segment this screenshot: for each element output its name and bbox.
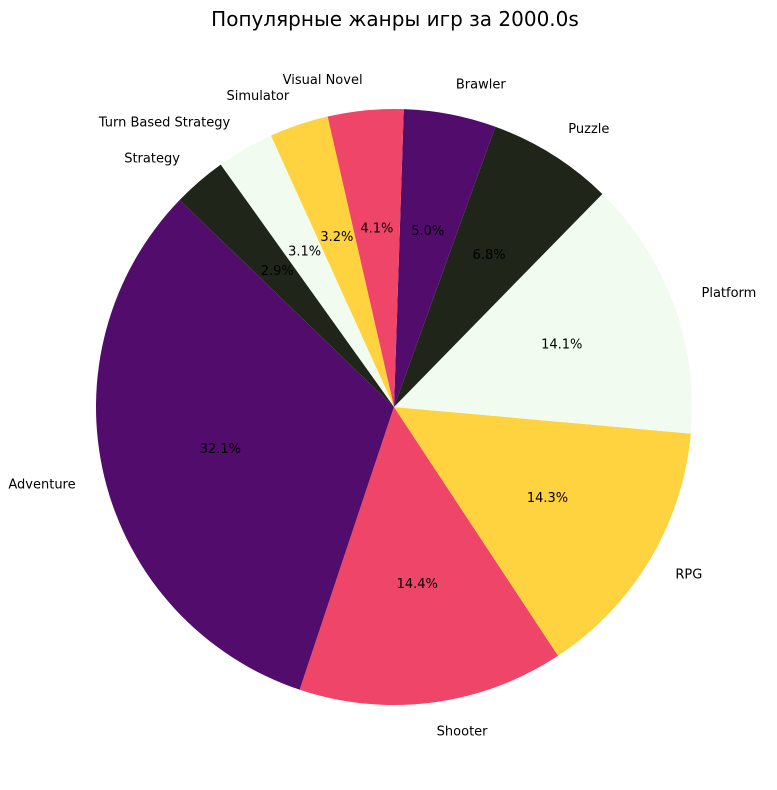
category-label-strategy: Strategy [124, 151, 180, 166]
pie-slices [95, 109, 692, 705]
category-label-brawler: Brawler [456, 78, 506, 93]
category-label-puzzle: Puzzle [568, 122, 609, 137]
category-labels: Adventure Shooter RPG Platform Puzzle Brawler… [8, 73, 756, 739]
percent-labels: 32.1% 14.4% 14.3% 14.1% 6.8% 5.0% 4.1% 3.2%3.1%… [200, 222, 583, 592]
slice-adventure [95, 199, 395, 690]
slice-platform [394, 193, 692, 434]
percent-label-simulator: 3.2% [320, 230, 353, 245]
category-label-platform: Platform [702, 286, 757, 301]
slice-rpg [394, 407, 691, 656]
percent-label-visual-novel: 4.1% [360, 222, 393, 237]
slice-puzzle [394, 126, 603, 407]
slice-simulator [270, 116, 394, 407]
slice-visual-novel [327, 109, 404, 407]
slice-turn-based-strategy [220, 135, 394, 407]
category-label-visual-novel: Visual Novel [283, 73, 363, 88]
percent-label-platform: 14.1% [541, 338, 582, 353]
category-label-turn-based-strategy: Turn Based Strategy [98, 116, 231, 131]
category-label-adventure: Adventure [8, 478, 75, 493]
percent-label-brawler: 5.0% [411, 224, 444, 239]
percent-label-rpg: 14.3% [527, 491, 568, 506]
percent-label-shooter: 14.4% [397, 577, 438, 592]
category-label-simulator: Simulator [226, 89, 289, 104]
chart-title: Популярные жанры игр за 2000.0s [211, 7, 579, 31]
percent-label-turn-based-strategy: 3.1% [288, 245, 321, 260]
percent-label-adventure: 32.1% [200, 442, 241, 457]
slice-strategy [179, 164, 394, 407]
category-label-rpg: RPG [675, 568, 702, 583]
slice-brawler [394, 109, 496, 408]
category-label-shooter: Shooter [437, 725, 488, 740]
slice-shooter [299, 407, 559, 705]
percent-label-strategy: 2.9% [261, 264, 294, 279]
percent-label-puzzle: 6.8% [473, 248, 506, 263]
